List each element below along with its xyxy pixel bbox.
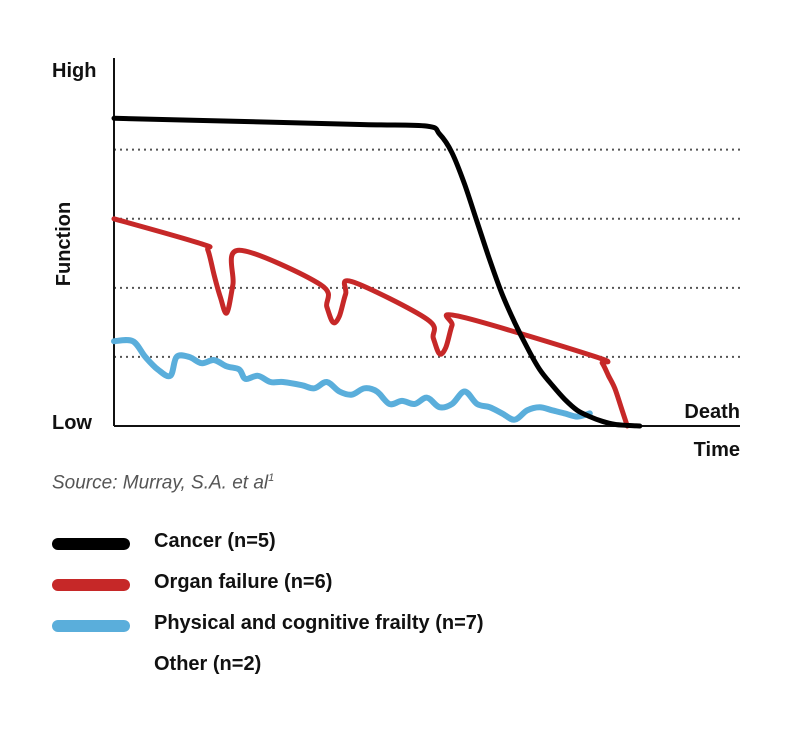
legend-label-frailty: Physical and cognitive frailty (n=7)	[154, 612, 484, 634]
legend-swatch-organ-failure	[52, 579, 130, 591]
y-tick-low: Low	[52, 412, 92, 434]
legend-item-other: Other (n=2)	[52, 649, 612, 690]
legend-swatch-frailty	[52, 620, 130, 632]
death-label: Death	[684, 401, 740, 423]
y-tick-high: High	[52, 60, 96, 82]
axes	[113, 58, 740, 427]
legend-item-cancer: Cancer (n=5)	[52, 526, 612, 567]
series-lines	[111, 115, 643, 429]
series-line-frailty	[111, 337, 593, 423]
legend: Cancer (n=5) Organ failure (n=6) Physica…	[52, 526, 612, 690]
series-line-organ-failure	[111, 216, 630, 429]
y-axis-label: Function	[53, 202, 75, 286]
legend-label-cancer: Cancer (n=5)	[154, 530, 276, 552]
series-line-cancer	[111, 115, 643, 429]
source-citation: Source: Murray, S.A. et al1	[52, 472, 274, 494]
source-reference: 1	[268, 472, 275, 484]
legend-item-frailty: Physical and cognitive frailty (n=7)	[52, 608, 612, 649]
legend-label-organ-failure: Organ failure (n=6)	[154, 571, 333, 593]
source-text: Source: Murray, S.A. et al	[52, 472, 269, 494]
gridlines	[114, 148, 740, 358]
x-axis-label: Time	[694, 439, 740, 461]
legend-swatch-cancer	[52, 538, 130, 550]
legend-label-other: Other (n=2)	[154, 653, 262, 675]
legend-item-organ-failure: Organ failure (n=6)	[52, 567, 612, 608]
